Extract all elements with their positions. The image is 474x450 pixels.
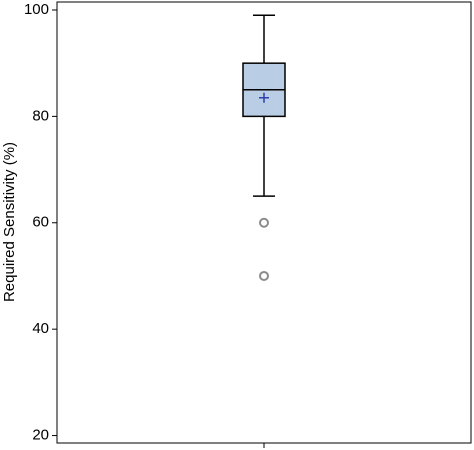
y-tick-label: 100 — [24, 1, 49, 18]
mean-marker — [259, 92, 269, 103]
y-tick-label: 40 — [32, 320, 49, 337]
y-tick-label: 20 — [32, 427, 49, 444]
y-tick-label: 60 — [32, 214, 49, 231]
outlier — [259, 270, 269, 281]
y-axis-label: Required Sensitivity (%) — [1, 142, 18, 302]
y-tick-label: 80 — [32, 107, 49, 124]
outlier — [259, 217, 269, 228]
